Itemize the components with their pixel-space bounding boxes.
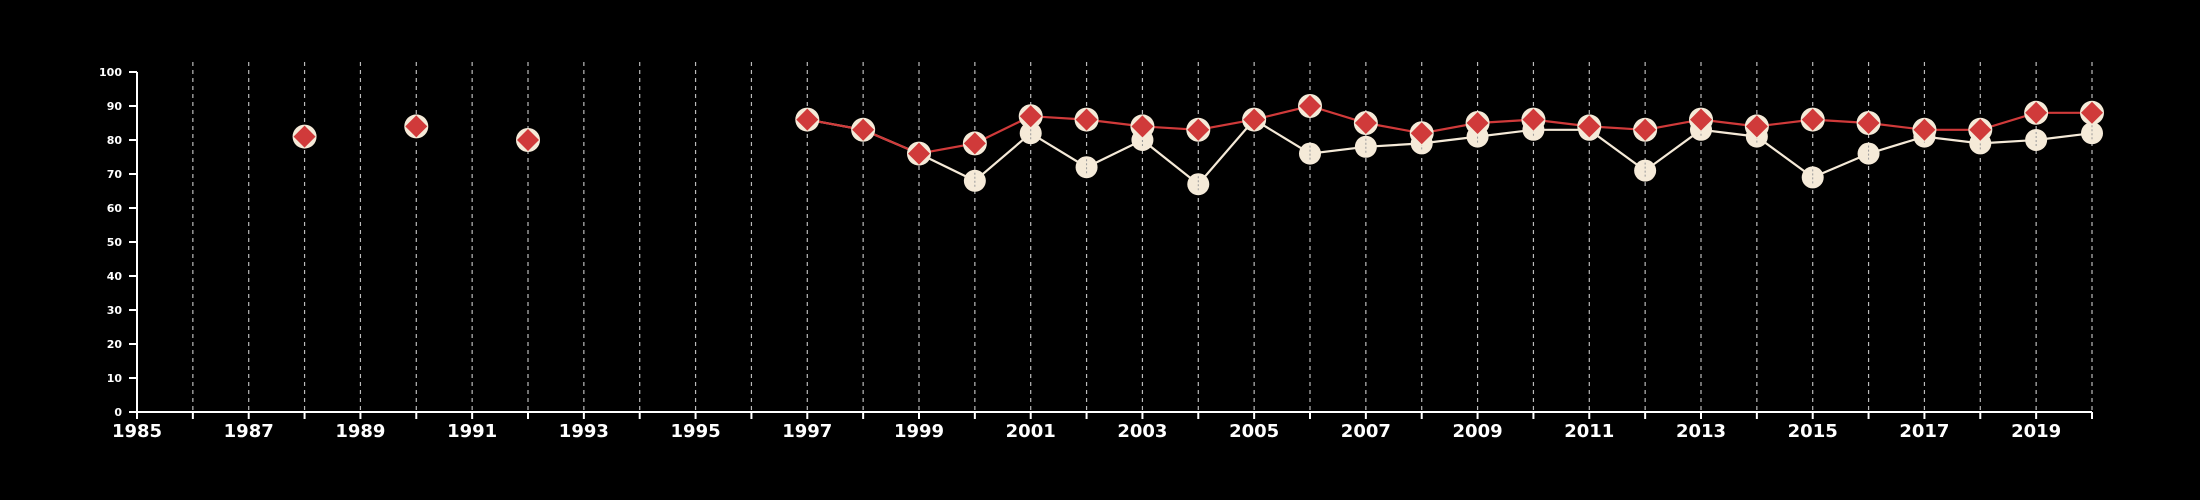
series-1-point-2002 bbox=[1074, 107, 1099, 132]
series-1-point-2016 bbox=[1856, 111, 1881, 135]
series-1-point-2020-diamond bbox=[2081, 101, 2103, 124]
series-1-point-2004 bbox=[1186, 117, 1211, 142]
y-tick-label-30: 30 bbox=[107, 304, 123, 317]
series-markers bbox=[292, 94, 2104, 196]
series-1-point-2017-diamond bbox=[1913, 118, 1936, 141]
series-1-point-2018-diamond bbox=[1969, 118, 1992, 141]
series-1-point-2009 bbox=[1465, 111, 1490, 135]
x-tick-label-2015: 2015 bbox=[1788, 421, 1838, 442]
y-tick-label-10: 10 bbox=[107, 372, 123, 385]
tick-labels: 0 10 20 30 40 50 60 70 80 90 100 1985 1987 1989 1991 19… bbox=[99, 66, 2061, 442]
series-1-point-2006-diamond bbox=[1299, 95, 1321, 117]
series-1-point-1992 bbox=[516, 128, 540, 152]
series-1-point-2002-diamond bbox=[1075, 108, 1098, 131]
x-tick-label-1999: 1999 bbox=[894, 421, 944, 442]
x-tick-label-2011: 2011 bbox=[1564, 421, 1614, 442]
series-1-point-2001 bbox=[1018, 104, 1043, 129]
y-tick-label-90: 90 bbox=[107, 100, 123, 113]
series-1-point-2010 bbox=[1521, 107, 1546, 132]
x-tick-label-2017: 2017 bbox=[1899, 421, 1949, 442]
x-tick-label-1997: 1997 bbox=[782, 421, 832, 442]
series-1-point-2005-diamond bbox=[1243, 108, 1266, 131]
series-1-point-1999 bbox=[907, 141, 931, 166]
series-1-point-1990 bbox=[404, 114, 429, 139]
series-1-point-2015 bbox=[1800, 107, 1825, 132]
y-tick-label-100: 100 bbox=[99, 66, 122, 79]
series-1-point-1998 bbox=[851, 117, 876, 142]
series-1-point-1990-diamond bbox=[405, 115, 428, 138]
series-1-point-2010-diamond bbox=[1522, 108, 1545, 131]
series-1-point-2012-diamond bbox=[1634, 118, 1657, 141]
series-1-point-2006 bbox=[1298, 94, 1322, 118]
series-1-point-2000-diamond bbox=[963, 132, 986, 155]
series-1-point-2011-diamond bbox=[1578, 115, 1601, 138]
x-tick-label-2007: 2007 bbox=[1341, 421, 1391, 442]
series-1-point-2004-diamond bbox=[1187, 118, 1210, 141]
series-1-point-1988-diamond bbox=[293, 125, 316, 148]
series-1-point-2007-diamond bbox=[1354, 112, 1377, 134]
x-tick-label-1993: 1993 bbox=[559, 421, 609, 442]
x-tick-label-2019: 2019 bbox=[2011, 421, 2061, 442]
x-tick-label-1985: 1985 bbox=[112, 421, 162, 442]
series-1-point-1992-diamond bbox=[517, 129, 539, 151]
series-1-point-2017 bbox=[1912, 117, 1937, 142]
series-1-point-2003 bbox=[1130, 114, 1155, 139]
series-1-point-2008 bbox=[1409, 121, 1434, 146]
y-tick-label-70: 70 bbox=[107, 168, 123, 181]
series-1-point-2018 bbox=[1968, 117, 1993, 142]
series-1-point-2007 bbox=[1353, 111, 1378, 135]
series-1-point-2019 bbox=[2024, 100, 2049, 125]
series-1-point-1988 bbox=[292, 124, 317, 149]
y-tick-label-40: 40 bbox=[107, 270, 123, 283]
y-tick-label-60: 60 bbox=[107, 202, 123, 215]
series-1-point-1998-diamond bbox=[852, 118, 875, 141]
series-1-point-2008-diamond bbox=[1410, 122, 1433, 145]
series-1-point-2001-diamond bbox=[1019, 105, 1042, 128]
series-1-point-2016-diamond bbox=[1857, 112, 1880, 134]
x-tick-label-2013: 2013 bbox=[1676, 421, 1726, 442]
x-tick-label-1995: 1995 bbox=[671, 421, 721, 442]
x-tick-label-2001: 2001 bbox=[1006, 421, 1056, 442]
y-tick-label-20: 20 bbox=[107, 338, 123, 351]
y-tick-label-50: 50 bbox=[107, 236, 123, 249]
series-1-point-1999-diamond bbox=[908, 142, 930, 165]
series-1-point-2011 bbox=[1577, 114, 1602, 139]
series-1-point-2014-diamond bbox=[1745, 115, 1768, 138]
x-tick-label-1987: 1987 bbox=[224, 421, 274, 442]
series-1-point-2020 bbox=[2080, 100, 2104, 125]
series-1-point-2019-diamond bbox=[2025, 101, 2048, 124]
axes bbox=[129, 71, 2093, 419]
series-1-point-1997-diamond bbox=[796, 108, 819, 131]
series-1-point-2005 bbox=[1242, 107, 1267, 132]
series-1-point-2003-diamond bbox=[1131, 115, 1154, 138]
series-1-point-2013-diamond bbox=[1690, 108, 1712, 131]
series-1-point-1997 bbox=[795, 107, 820, 132]
x-tick-label-1989: 1989 bbox=[335, 421, 385, 442]
y-tick-label-0: 0 bbox=[114, 406, 122, 419]
series-1-point-2012 bbox=[1633, 117, 1658, 142]
x-tick-label-2003: 2003 bbox=[1117, 421, 1167, 442]
series-1-point-2009-diamond bbox=[1466, 112, 1489, 134]
series-1-point-2000 bbox=[962, 131, 987, 156]
series-1-point-2015-diamond bbox=[1801, 108, 1824, 131]
y-tick-label-80: 80 bbox=[107, 134, 123, 147]
x-tick-label-1991: 1991 bbox=[447, 421, 497, 442]
x-tick-label-2005: 2005 bbox=[1229, 421, 1279, 442]
series-1-point-2014 bbox=[1744, 114, 1769, 139]
x-tick-label-2009: 2009 bbox=[1453, 421, 1503, 442]
series-1-point-2013 bbox=[1689, 107, 1713, 132]
